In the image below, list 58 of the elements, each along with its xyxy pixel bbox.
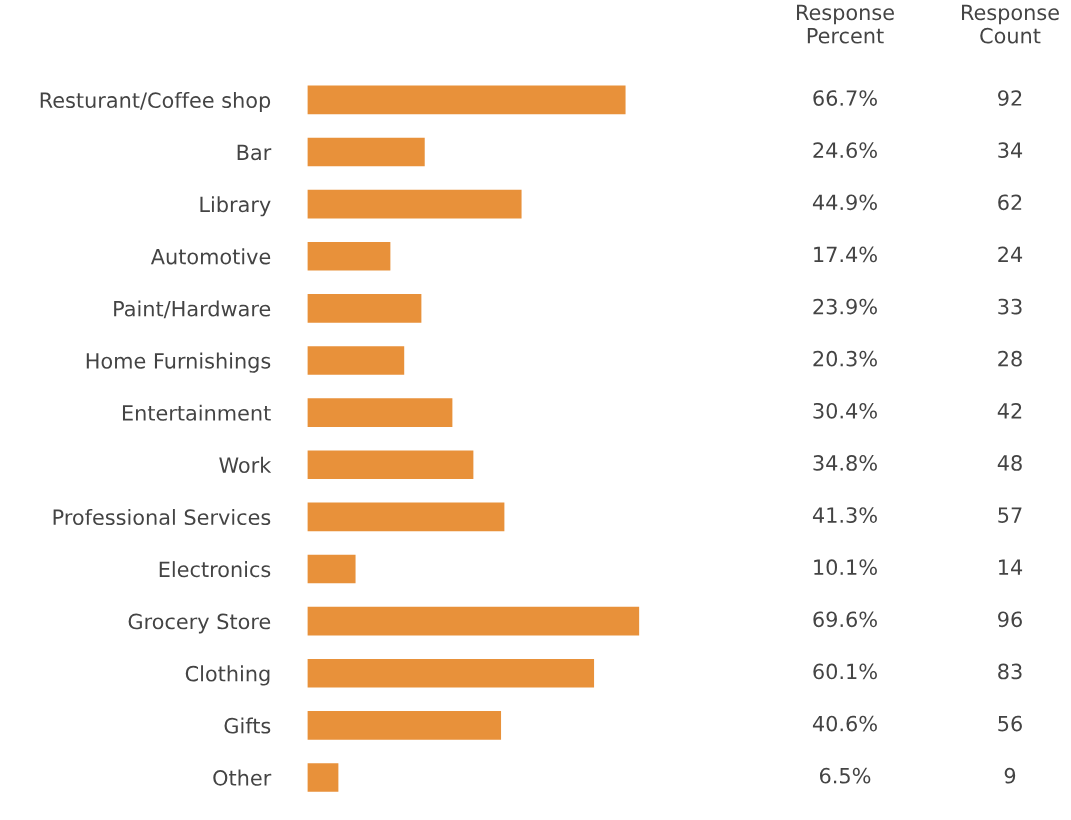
y-tick-label: Clothing (185, 665, 270, 686)
text: 34 (998, 142, 1023, 159)
text: Response Count (962, 4, 1059, 44)
text: 28 (998, 350, 1022, 367)
y-tick-label: Automotive (150, 248, 271, 265)
bar (307, 763, 339, 792)
y-tick-label: Other (213, 769, 272, 786)
y-tick-label: Grocery Store (128, 613, 271, 634)
bar (307, 241, 391, 271)
text: 33 (998, 298, 1022, 315)
data-label: 69.6% (813, 611, 877, 628)
y-tick-label: Professional Services (53, 508, 271, 526)
text: Response Percent (797, 4, 894, 44)
text: 57 (998, 507, 1022, 523)
bar (307, 137, 425, 167)
y-tick-label: Entertainment (122, 404, 271, 421)
text: 56 (998, 715, 1022, 732)
y-tick-label: Gifts (224, 717, 271, 734)
y-tick-label: Resturant/Coffee shop (40, 91, 271, 113)
y-tick-label: Bar (237, 144, 272, 161)
data-label: 44.9% (812, 194, 877, 211)
data-label: 17.4% (814, 246, 877, 263)
data-label: 41.3% (812, 507, 877, 523)
text: 9 (1004, 767, 1016, 784)
y-tick-label: Home Furnishings (86, 352, 271, 373)
text: 96 (998, 611, 1022, 628)
bar (307, 346, 405, 375)
data-label: 30.4% (813, 402, 877, 419)
data-label: 34.8% (813, 455, 877, 471)
bar (307, 606, 640, 636)
text: 83 (998, 663, 1022, 680)
data-label: 10.1% (814, 559, 877, 576)
y-tick-label: Electronics (159, 561, 271, 578)
bar (307, 189, 522, 219)
bar (307, 294, 422, 323)
y-tick-label: Work (219, 456, 272, 473)
text: 14 (999, 559, 1023, 575)
text: 92 (998, 90, 1022, 106)
data-label: 40.6% (812, 715, 877, 732)
data-label: 66.7% (813, 90, 877, 106)
text: 62 (998, 194, 1022, 211)
bar (307, 398, 453, 427)
data-label: 23.9% (813, 298, 877, 315)
data-label: 24.6% (813, 142, 877, 159)
text: 24 (998, 246, 1023, 262)
bar (307, 711, 502, 740)
bar (307, 554, 356, 584)
text: 48 (997, 455, 1022, 471)
bar (307, 502, 505, 532)
data-label: 20.3% (813, 350, 877, 367)
text: 42 (997, 402, 1022, 419)
y-tick-label: Library (200, 196, 271, 217)
data-label: 60.1% (813, 663, 877, 680)
data-label: 6.5% (819, 767, 871, 784)
y-tick-label: Paint/Hardware (114, 300, 271, 319)
bar (307, 658, 595, 688)
bar (307, 85, 626, 115)
bar (307, 450, 474, 480)
